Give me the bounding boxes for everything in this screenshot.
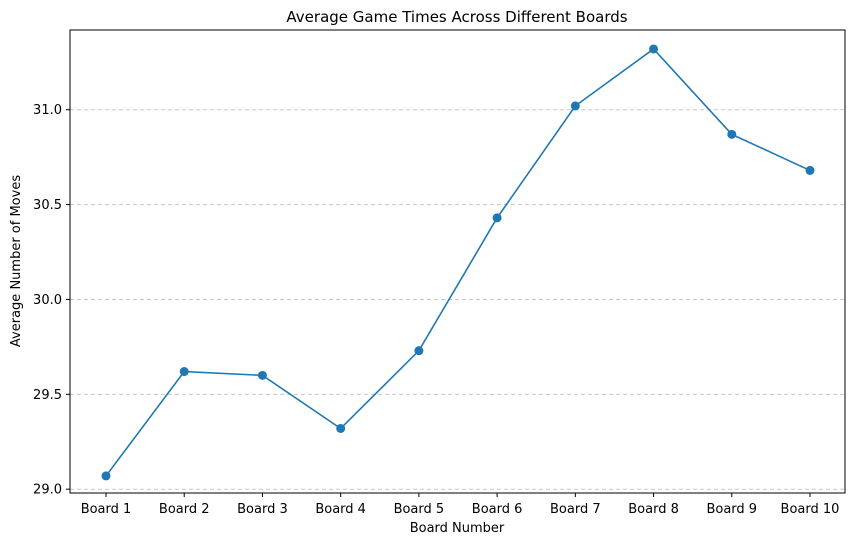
data-point: [179, 367, 189, 377]
x-tick-label: Board 6: [472, 502, 523, 517]
series-line: [105, 47, 811, 477]
data-point: [492, 213, 502, 223]
data-point: [649, 44, 659, 54]
series-layer: [101, 44, 815, 481]
y-tick-label: 29.5: [33, 388, 62, 403]
x-axis: Board 1 Board 2 Board 3 Board 4 Board 5 Board…: [81, 493, 840, 517]
x-tick-label: Board 7: [550, 502, 601, 517]
x-axis-label: Board Number: [410, 521, 505, 536]
data-point: [570, 101, 580, 111]
data-point: [727, 129, 737, 139]
chart-title: Average Game Times Across Different Boar…: [286, 8, 627, 26]
y-tick-label: 30.5: [33, 198, 62, 213]
data-point: [336, 423, 346, 433]
x-tick-label: Board 8: [628, 502, 679, 517]
data-point: [101, 471, 111, 481]
x-tick-label: Board 3: [237, 502, 288, 517]
plot-frame: [69, 29, 846, 494]
y-tick-label: 29.0: [33, 483, 62, 498]
data-point: [414, 346, 424, 356]
x-tick-label: Board 4: [315, 502, 366, 517]
data-point: [257, 370, 267, 380]
x-tick-label: Board 9: [706, 502, 757, 517]
data-point: [805, 165, 815, 175]
x-tick-label: Board 10: [781, 502, 840, 517]
x-tick-label: Board 1: [81, 502, 132, 517]
y-axis-label: Average Number of Moves: [9, 175, 24, 347]
y-tick-label: 30.0: [33, 293, 62, 308]
grid-lines: [70, 109, 845, 490]
y-axis: 29.0 29.5 30.0 30.5 31.0: [33, 103, 70, 498]
x-tick-label: Board 2: [159, 502, 210, 517]
x-tick-label: Board 5: [394, 502, 445, 517]
y-tick-label: 31.0: [33, 103, 62, 118]
